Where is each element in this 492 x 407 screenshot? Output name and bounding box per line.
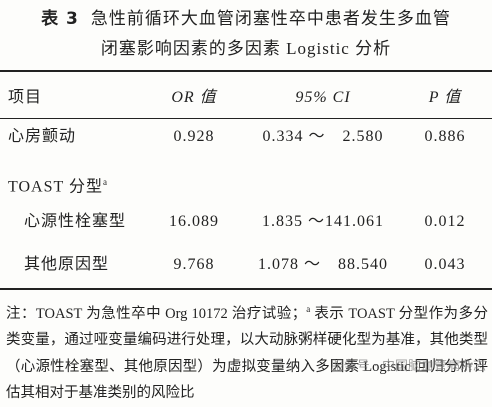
value-cell: 0.928 [173,128,215,145]
bottom-rule [0,288,492,290]
value-cell: 16.089 [169,213,219,230]
title-line: 表 3 急性前循环大血管闭塞性卒中患者发生多血管 [0,4,492,34]
value-cell: 0.012 [424,213,466,230]
table-label: 表 3 [41,9,79,29]
header-cell: OR 值 [171,89,217,106]
title-text: 急性前循环大血管闭塞性卒中患者发生多血管 [90,9,451,28]
value-cell: 9.768 [173,256,215,273]
header-cell: P 值 [428,89,462,106]
header-rule [0,118,492,119]
value-cell: 0.334 ～ 2.580 [262,128,384,145]
row-label-text: 心源性栓塞型 [24,213,127,230]
note-text: 注：TOAST 为急性卒中 Org 10172 治疗试验； [6,305,307,322]
row-label-text: TOAST 分型 [8,178,103,196]
watermark: 服务号 · 中国脑血管病杂志 [330,359,486,374]
value-cell: 1.835 ～141.061 [261,213,384,230]
top-rule [0,70,492,72]
row-label: 心房颤动 [8,127,76,147]
title-line: 闭塞影响因素的多因素 Logistic 分析 [100,39,392,58]
row-label: 心源性栓塞型 [24,212,126,232]
header-cell: 95% CI [295,89,351,106]
note-superscript: a [306,304,311,314]
note: 注：TOAST 为急性卒中 Org 10172 治疗试验；a 表示 TOAST … [6,296,488,407]
value-cell: 0.886 [424,128,466,145]
row-label: 其他原因型 [24,255,109,275]
superscript: a [102,177,108,187]
header-cell: 项目 [8,89,43,106]
row-label-text: 其他原因型 [24,256,110,273]
value-cell: 0.043 [424,256,466,273]
value-cell: 1.078 ～ 88.540 [257,256,388,273]
note-text: 表示 TOAST 分型作为多分类变量，通过哑变量编码进行处理，以大动脉粥样硬化型… [6,305,488,402]
row-label-text: 心房颤动 [8,128,77,145]
row-label: TOAST 分型a [8,172,108,197]
